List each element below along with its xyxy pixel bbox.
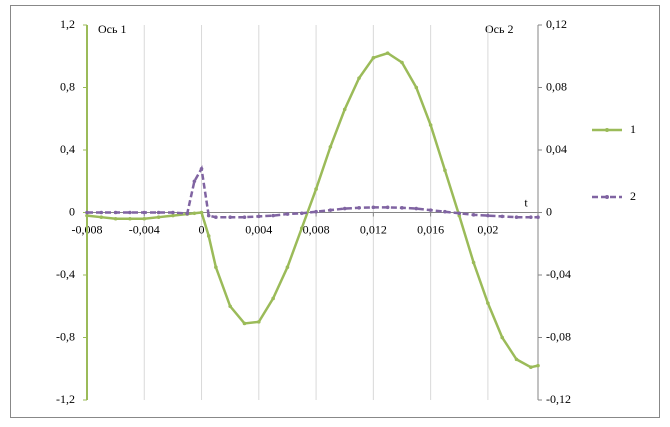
series-marker — [171, 210, 175, 215]
legend-label: 1 — [630, 122, 636, 136]
x-tick-label: 0,004 — [245, 222, 272, 236]
series-marker — [514, 357, 519, 362]
series-marker — [214, 215, 218, 219]
series-marker — [228, 304, 232, 309]
series-marker — [486, 301, 490, 305]
series-marker — [536, 215, 540, 219]
series-marker — [500, 214, 505, 219]
y2-tick-label: -0,04 — [546, 267, 571, 281]
series-marker — [529, 215, 533, 219]
y-tick-label: 0,8 — [60, 79, 75, 93]
series-marker — [228, 215, 232, 219]
series-marker — [242, 321, 247, 326]
series-marker — [500, 335, 505, 340]
series-marker — [428, 123, 433, 127]
y2-axis-title: Ось 2 — [485, 22, 513, 36]
series-marker — [85, 213, 89, 218]
x-tick-label: 0,008 — [303, 222, 330, 236]
legend-label: 2 — [630, 189, 636, 203]
y-tick-label: -0,4 — [56, 267, 75, 281]
series-marker — [185, 211, 190, 216]
series-marker — [199, 166, 204, 171]
series-marker — [128, 210, 132, 215]
series-marker — [457, 211, 462, 216]
series-marker — [199, 210, 204, 215]
series-marker — [171, 213, 175, 218]
series-marker — [192, 179, 197, 184]
series-marker — [314, 209, 318, 214]
series-marker — [328, 145, 333, 149]
series-marker — [142, 216, 147, 221]
series-marker — [371, 205, 376, 210]
y2-tick-label: 0,08 — [546, 79, 567, 93]
y-tick-label: -0,8 — [56, 329, 75, 343]
series-marker — [342, 206, 347, 211]
legend-marker — [605, 128, 609, 132]
series-marker — [536, 363, 540, 368]
series-marker — [443, 168, 447, 173]
x-tick-label: -0,004 — [129, 222, 160, 236]
y-tick-label: 1,2 — [60, 17, 75, 31]
y-axis-title: Ось 1 — [98, 22, 126, 36]
y2-tick-label: 0,04 — [546, 142, 567, 156]
series-marker — [271, 213, 275, 218]
y2-tick-label: 0 — [546, 204, 552, 218]
series-marker — [113, 216, 118, 221]
series-marker — [192, 211, 197, 216]
series-marker — [299, 211, 304, 216]
y2-tick-label: -0,08 — [546, 329, 571, 343]
series-marker — [400, 206, 404, 210]
y-tick-label: -1,2 — [56, 392, 75, 406]
x-tick-label: 0,012 — [360, 222, 387, 236]
series-marker — [443, 209, 447, 214]
y-tick-label: 0 — [69, 204, 75, 218]
series-marker — [242, 215, 247, 219]
series-marker — [414, 206, 419, 211]
series-marker — [514, 215, 519, 219]
series-marker — [428, 208, 433, 212]
series-marker — [385, 51, 390, 55]
series-marker — [357, 76, 361, 80]
series-marker — [285, 212, 290, 216]
series-marker — [128, 216, 132, 221]
series-marker — [214, 265, 218, 269]
x-axis-title: t — [524, 195, 528, 209]
series-marker — [156, 210, 161, 215]
series-marker — [85, 210, 89, 215]
x-tick-label: 0 — [199, 222, 205, 236]
x-tick-label: 0,016 — [417, 222, 444, 236]
series-marker — [113, 210, 118, 215]
series-marker — [371, 56, 376, 60]
series-marker — [206, 234, 211, 238]
series-marker — [529, 365, 533, 369]
series-marker — [99, 210, 104, 215]
series-marker — [486, 213, 490, 218]
series-marker — [342, 107, 347, 112]
x-tick-label: 0,02 — [477, 222, 498, 236]
series-marker — [414, 85, 419, 90]
series-marker — [156, 215, 161, 219]
series-marker — [400, 60, 404, 65]
series-marker — [99, 215, 104, 219]
series-marker — [471, 213, 476, 217]
series-marker — [357, 206, 361, 210]
series-marker — [314, 187, 318, 191]
series-marker — [257, 320, 261, 324]
series-marker — [206, 213, 211, 218]
series-marker — [257, 214, 261, 219]
series-marker — [328, 208, 333, 212]
series-marker — [385, 205, 390, 210]
legend-marker — [605, 195, 609, 199]
series-marker — [142, 210, 147, 215]
y-tick-label: 0,4 — [60, 142, 75, 156]
series-marker — [471, 260, 476, 265]
series-marker — [299, 226, 304, 230]
series-marker — [271, 296, 275, 301]
series-marker — [285, 265, 290, 269]
y2-tick-label: 0,12 — [546, 17, 567, 31]
y2-tick-label: -0,12 — [546, 392, 571, 406]
